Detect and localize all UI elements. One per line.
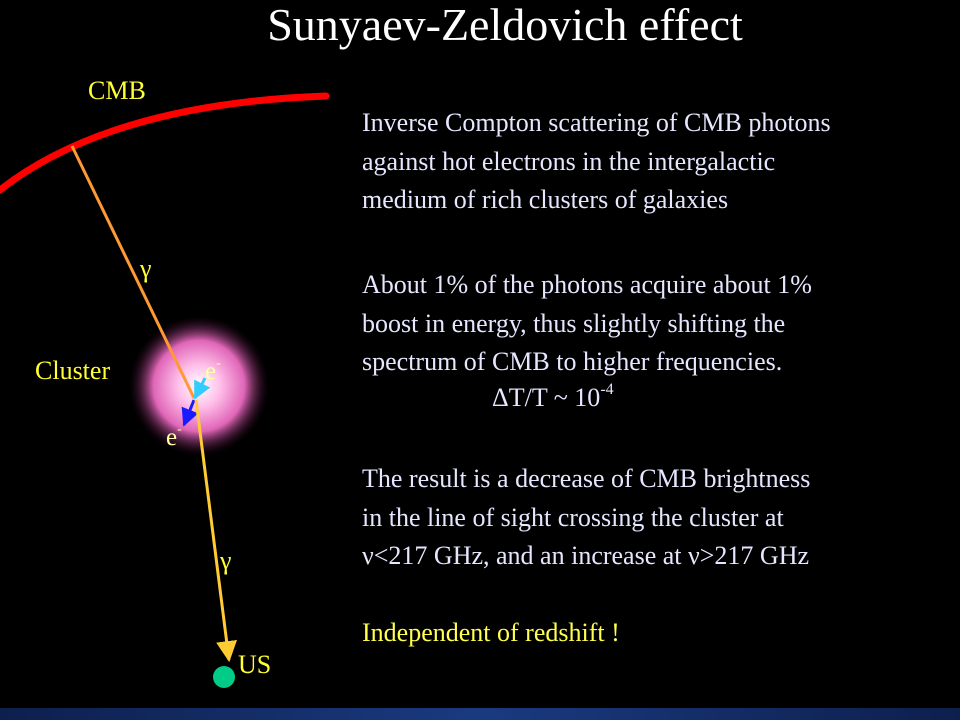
cmb-label: CMB [88, 76, 146, 105]
temperature-formula: ΔT/T ~ 10-4 [492, 381, 614, 412]
electron-in-arrow [193, 377, 211, 400]
cluster-label: Cluster [35, 356, 111, 385]
text-line: Inverse Compton scattering of CMB photon… [362, 108, 831, 137]
observer-label: US [238, 650, 272, 679]
paragraph-brightness-result: The result is a decrease of CMB brightne… [362, 460, 810, 576]
text-line: spectrum of CMB to higher frequencies. [362, 347, 783, 376]
scattered-photon-label: γ [220, 546, 232, 575]
incoming-photon-label: γ [140, 254, 152, 283]
observer-dot [213, 666, 235, 688]
electron-out-label: e- [166, 422, 182, 451]
text-line: ν<217 GHz, and an increase at ν>217 GHz [362, 541, 810, 570]
paragraph-energy-boost: About 1% of the photons acquire about 1%… [362, 266, 812, 382]
text-line: boost in energy, thus slightly shifting … [362, 308, 786, 338]
paragraph-inverse-compton: Inverse Compton scattering of CMB photon… [362, 104, 831, 220]
electron-out-arrow [181, 399, 199, 427]
text-line: The result is a decrease of CMB brightne… [362, 464, 811, 493]
paragraph-redshift-note: Independent of redshift ! [362, 618, 620, 647]
slide-title: Sunyaev-Zeldovich effect [267, 0, 743, 50]
incoming-photon-ray [70, 145, 196, 399]
text-line: against hot electrons in the intergalact… [362, 146, 776, 176]
text-line: About 1% of the photons acquire about 1% [362, 270, 812, 299]
cmb-arc [0, 92, 330, 194]
scattered-photon-ray [194, 399, 238, 663]
bottom-bar [0, 708, 960, 720]
electron-in-label: e- [205, 356, 221, 385]
text-line: medium of rich clusters of galaxies [362, 185, 729, 214]
text-line: in the line of sight crossing the cluste… [362, 502, 784, 532]
